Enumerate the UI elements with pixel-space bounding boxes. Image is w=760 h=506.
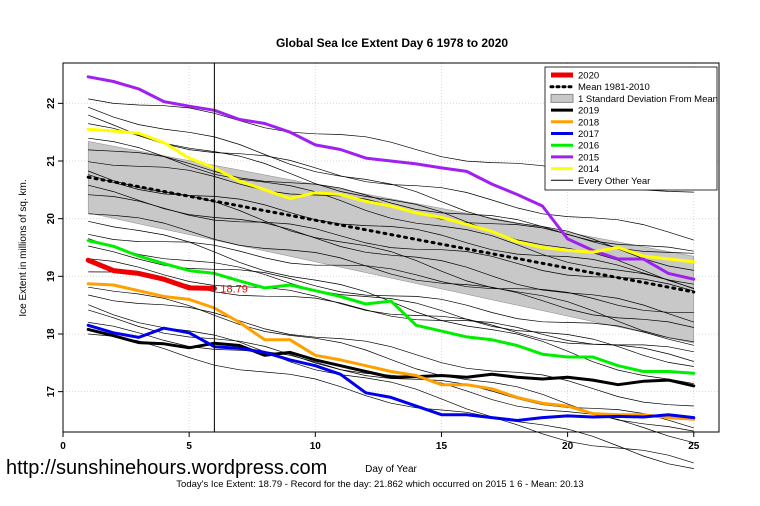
series-lines <box>85 75 696 422</box>
x-tick-label: 0 <box>60 441 66 452</box>
y-tick-label: 18 <box>46 328 57 340</box>
legend-label: 2015 <box>578 152 599 163</box>
legend-label: Mean 1981-2010 <box>578 82 650 93</box>
series-line-2020 <box>85 257 217 291</box>
y-tick-label: 20 <box>46 213 57 225</box>
series-line-2019 <box>86 327 696 388</box>
thin-year-line <box>88 106 694 271</box>
legend-label: 2018 <box>578 117 599 128</box>
legend-label: Every Other Year <box>578 176 650 187</box>
thin-year-line <box>88 170 694 343</box>
legend-label: 2019 <box>578 106 599 117</box>
legend-box <box>544 66 718 191</box>
x-tick-label: 15 <box>436 441 448 452</box>
legend-label: 2017 <box>578 129 599 140</box>
series-line-2014 <box>86 127 696 264</box>
footer-note: Today's Ice Extent: 18.79 - Record for t… <box>176 479 584 490</box>
mean-line <box>86 175 696 294</box>
x-tick-label: 10 <box>310 441 322 452</box>
thin-year-line <box>88 149 694 252</box>
series-line-2016 <box>86 239 696 375</box>
thin-year-line <box>88 258 694 362</box>
axes: 0 5 10 15 20 25 17 18 19 20 21 22 <box>46 97 700 452</box>
thin-year-line <box>88 245 694 346</box>
series-line-2017 <box>86 323 696 422</box>
y-tick-label: 21 <box>46 155 57 167</box>
thin-year-line <box>88 194 694 292</box>
series-line-2015 <box>86 75 696 281</box>
legend-swatch <box>550 93 574 103</box>
legend-label: 2016 <box>578 141 599 152</box>
legend-label: 2014 <box>578 164 599 175</box>
y-tick-label: 19 <box>46 270 57 282</box>
plot-frame <box>62 62 720 433</box>
y-axis-label: Ice Extent in millions of sq. km. <box>18 179 29 316</box>
thin-year-line <box>88 184 694 323</box>
x-tick-label: 25 <box>688 441 700 452</box>
x-axis-label: Day of Year <box>365 464 417 475</box>
y-tick-label: 22 <box>46 97 57 109</box>
x-tick-label: 5 <box>186 441 192 452</box>
chart-title: Global Sea Ice Extent Day 6 1978 to 2020 <box>276 36 508 50</box>
watermark-url: http://sunshinehours.wordpress.com <box>6 457 328 479</box>
legend-label: 1 Standard Deviation From Mean <box>578 94 718 105</box>
current-value-label: 18.79 <box>220 283 248 295</box>
thin-year-line <box>88 294 694 407</box>
thin-year-line <box>88 304 694 469</box>
thin-year-line <box>88 123 694 241</box>
thin-year-line <box>88 238 694 367</box>
y-tick-label: 17 <box>46 386 57 398</box>
legend-label: 2020 <box>578 71 599 82</box>
series-line-2018 <box>86 282 696 421</box>
std-dev-band <box>87 141 695 344</box>
thin-year-line <box>88 333 694 464</box>
thin-year-line <box>88 213 694 328</box>
x-tick-label: 20 <box>562 441 574 452</box>
thin-year-line <box>88 137 694 290</box>
